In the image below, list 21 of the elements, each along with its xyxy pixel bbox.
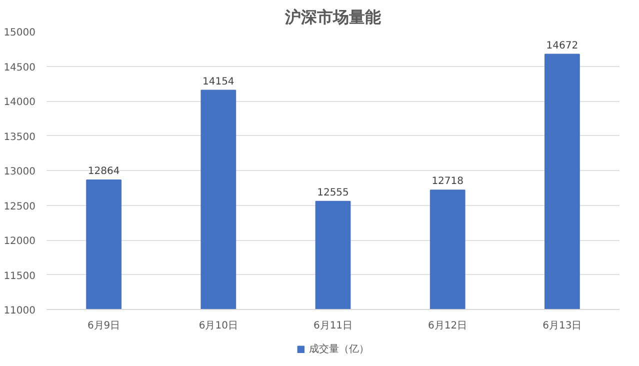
data-label: 12864 — [88, 166, 120, 177]
data-label: 12555 — [317, 187, 349, 198]
x-tick-label: 6月11日 — [313, 320, 353, 332]
x-tick-label: 6月13日 — [542, 320, 582, 332]
y-tick-label: 14000 — [4, 97, 36, 108]
y-tick-label: 13500 — [4, 132, 36, 143]
data-label: 14672 — [546, 40, 578, 52]
x-tick-label: 6月10日 — [198, 320, 238, 332]
chart-title: 沪深市场量能 — [284, 8, 381, 26]
y-tick-label: 12500 — [4, 201, 36, 212]
y-tick-label: 12000 — [4, 236, 36, 247]
x-tick-label: 6月9日 — [87, 320, 120, 332]
legend-label: 成交量（亿） — [309, 342, 369, 356]
x-tick-label: 6月12日 — [428, 320, 468, 332]
data-label: 14154 — [202, 76, 234, 88]
y-tick-label: 14500 — [4, 62, 36, 74]
y-tick-label: 13000 — [4, 166, 36, 178]
data-label: 12718 — [432, 176, 464, 188]
y-tick-label: 11500 — [4, 270, 36, 282]
y-tick-label: 11000 — [4, 306, 36, 316]
y-tick-label: 15000 — [4, 28, 36, 38]
